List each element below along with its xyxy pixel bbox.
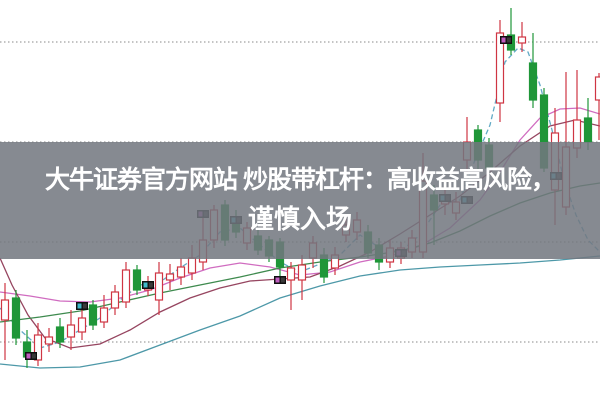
ad-banner-line2: 谨慎入场 (247, 203, 352, 234)
ad-banner-overlay: 大牛证券官方网站 炒股带杠杆：高收益高风险， 谨慎入场 (0, 142, 600, 259)
ad-banner-line1: 大牛证券官方网站 炒股带杠杆：高收益高风险， (45, 166, 556, 195)
